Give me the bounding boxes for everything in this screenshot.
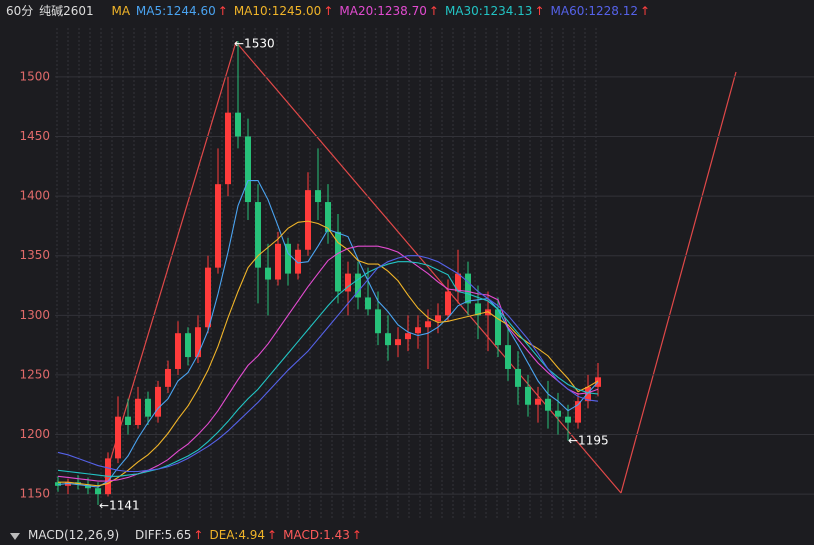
trend-line (620, 71, 737, 494)
candle-body (95, 488, 101, 495)
candle-body (465, 273, 471, 304)
candle-body (235, 112, 241, 137)
trend-lines (104, 41, 737, 494)
candle-body (275, 243, 281, 280)
candle-body (195, 327, 201, 358)
trend-arrow: ↑ (351, 528, 362, 542)
y-tick-label: 1200 (19, 427, 50, 441)
legend-entry: MA20:1238.70 (339, 4, 427, 18)
y-tick-label: 1450 (19, 129, 50, 143)
candle-body (345, 273, 351, 292)
header-bar: 60分 纯碱2601 MA MA5:1244.60 ↑ MA10:1245.00 ↑ M… (6, 2, 658, 20)
y-tick-label: 1400 (19, 189, 50, 203)
candle-body (445, 291, 451, 316)
candle-body (315, 190, 321, 203)
triangle (10, 533, 20, 540)
legend-entry: MA60:1228.12 (550, 4, 639, 18)
ma-legend: MA5:1244.60 ↑ MA10:1245.00 ↑ MA20:1238.70 ↑ MA… (136, 4, 656, 18)
ma-label: MA (111, 4, 131, 18)
candle-body (265, 267, 271, 280)
trend-line (235, 41, 622, 494)
candle-body (385, 333, 391, 346)
candle-body (145, 398, 151, 417)
candle-body (475, 303, 481, 316)
vertical-grid (56, 28, 597, 518)
candle-body (85, 484, 91, 489)
y-tick-label: 1250 (19, 367, 50, 381)
candle-body (365, 297, 371, 310)
candle-body (435, 315, 441, 322)
candle-body (245, 136, 251, 203)
candle-body (575, 401, 581, 423)
candle-body (155, 386, 161, 417)
trend-arrow: ↑ (267, 528, 278, 542)
period[interactable]: 60分 (6, 4, 34, 18)
candle-body (585, 386, 591, 402)
price-annotation: ←1195 (568, 434, 609, 448)
ma-line (58, 220, 599, 487)
candle-body (215, 184, 221, 268)
candle-body (525, 386, 531, 405)
candle-body (135, 398, 141, 426)
trend-arrow: ↑ (217, 4, 228, 18)
y-tick-label: 1350 (19, 248, 50, 262)
candle-body (185, 333, 191, 358)
candle-body (545, 398, 551, 411)
macd-value: DEA:4.94 (209, 528, 266, 542)
y-tick-label: 1150 (19, 487, 50, 501)
candle-body (175, 333, 181, 369)
macd-values: DIFF:5.65 ↑ DEA:4.94 ↑ MACD:1.43 ↑ (135, 528, 368, 542)
candle-body (125, 416, 131, 426)
macd-label[interactable]: MACD(12,26,9) (28, 528, 120, 542)
candle-body (355, 273, 361, 298)
candle-body (115, 416, 121, 459)
candle-body (425, 321, 431, 328)
legend-entry: MA5:1244.60 (135, 4, 216, 18)
candle-body (205, 267, 211, 328)
trend-arrow: ↑ (534, 4, 545, 18)
ma-line (57, 255, 599, 473)
trend-line (104, 41, 237, 479)
candle-body (555, 410, 561, 417)
candle-body (495, 309, 501, 346)
trend-arrow: ↑ (428, 4, 439, 18)
candle-body (535, 398, 541, 405)
candle-body (225, 112, 231, 185)
price-annotation: ←1141 (99, 499, 140, 513)
candle-body (65, 482, 71, 486)
price-annotation: ←1530 (234, 37, 275, 51)
candle-body (295, 249, 301, 274)
candle-body (415, 327, 421, 334)
symbol[interactable]: 纯碱2601 (39, 4, 94, 18)
candle-body (455, 273, 461, 292)
collapse-icon[interactable] (8, 530, 22, 544)
candle-body (505, 345, 511, 369)
candle-body (55, 482, 61, 486)
candle-body (255, 202, 261, 268)
chart: 1150 1200 1250 1300 1350 1400 1450 1500 ←1530 ←11… (19, 28, 814, 518)
candle-body (405, 333, 411, 340)
legend-entry: MA10:1245.00 (233, 4, 322, 18)
y-tick-label: 1300 (19, 308, 50, 322)
macd-value: MACD:1.43 (283, 528, 350, 542)
candle-body (305, 190, 311, 250)
y-tick-label: 1500 (19, 69, 50, 83)
candle-body (565, 416, 571, 423)
candle-body (325, 202, 331, 232)
candle-body (285, 243, 291, 274)
macd-bar: MACD(12,26,9) DIFF:5.65 ↑ DEA:4.94 ↑ MACD:1.… (28, 528, 370, 542)
trend-arrow: ↑ (640, 4, 651, 18)
candle-body (375, 309, 381, 334)
macd-value: DIFF:5.65 (134, 528, 192, 542)
candle-body (335, 231, 341, 292)
trend-arrow: ↑ (193, 528, 204, 542)
ma-line (57, 180, 599, 488)
candle-body (395, 339, 401, 346)
candle-body (165, 368, 171, 387)
ma-line (57, 261, 599, 477)
trend-arrow: ↑ (323, 4, 334, 18)
legend-entry: MA30:1234.13 (444, 4, 533, 18)
candle-body (515, 368, 521, 387)
